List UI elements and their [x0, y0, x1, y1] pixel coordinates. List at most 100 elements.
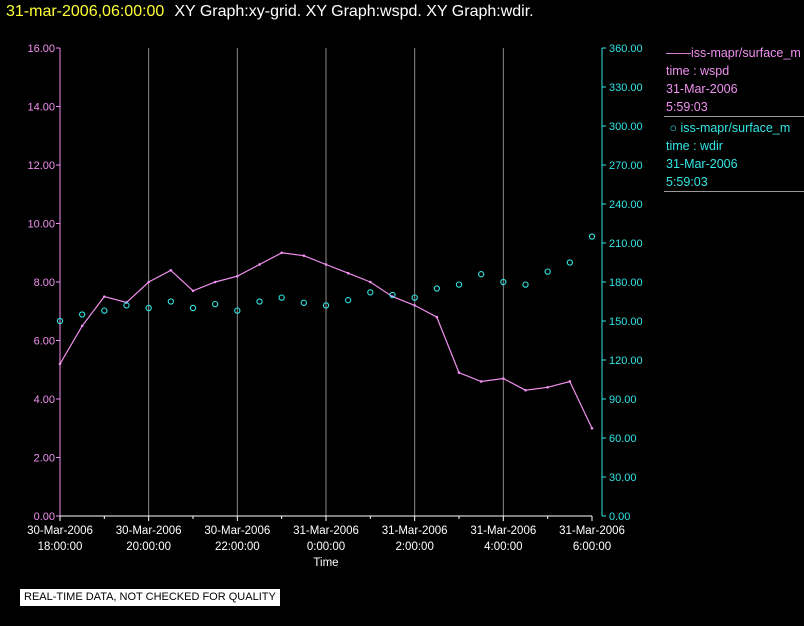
wdir-point	[522, 281, 529, 288]
x-tick-time: 0:00:00	[307, 541, 345, 553]
wspd-point	[502, 377, 505, 380]
left-tick-label: 8.00	[34, 277, 55, 289]
wdir-point	[256, 298, 263, 305]
right-tick-label: 0.00	[609, 511, 630, 523]
x-tick-time: 18:00:00	[38, 541, 83, 553]
wspd-point	[369, 280, 372, 284]
wdir-point	[123, 302, 130, 309]
wspd-point	[80, 324, 84, 328]
right-tick-label: 300.00	[609, 121, 643, 133]
legend-wspd-label-row: ——iss-mapr/surface_m	[666, 44, 804, 62]
right-tick-label: 60.00	[609, 433, 637, 445]
wdir-point	[566, 259, 573, 266]
wspd-point	[147, 280, 150, 284]
quality-disclaimer: REAL-TIME DATA, NOT CHECKED FOR QUALITY	[20, 589, 280, 606]
left-tick-label: 0.00	[34, 511, 55, 523]
legend: ——iss-mapr/surface_m time : wspd 31-Mar-…	[664, 44, 804, 194]
right-tick-label: 360.00	[609, 43, 643, 55]
wdir-point	[367, 289, 374, 296]
wspd-point	[213, 280, 217, 284]
wspd-point	[524, 388, 527, 392]
x-tick-time: 2:00:00	[395, 541, 433, 553]
left-tick-label: 6.00	[34, 336, 55, 348]
wspd-point	[413, 304, 416, 307]
legend-wdir-date: 31-Mar-2006	[666, 157, 738, 171]
wspd-point	[236, 274, 239, 278]
wspd-point	[258, 263, 261, 266]
wdir-point	[79, 311, 86, 318]
wspd-point	[346, 271, 350, 275]
right-tick-label: 270.00	[609, 160, 643, 172]
x-tick-time: 20:00:00	[126, 541, 171, 553]
legend-wdir-label-row: ○ iss-mapr/surface_m	[666, 119, 804, 137]
graph-titles: XY Graph:xy-grid. XY Graph:wspd. XY Grap…	[174, 3, 534, 20]
x-tick-time: 6:00:00	[573, 541, 611, 553]
wspd-point	[568, 380, 572, 383]
wspd-point	[191, 289, 195, 293]
graph-header: 31-mar-2006,06:00:00 XY Graph:xy-grid. XY…	[6, 2, 534, 22]
right-tick-label: 210.00	[609, 238, 643, 250]
wdir-point	[455, 281, 463, 288]
wdir-point	[56, 317, 64, 325]
wspd-point	[546, 386, 549, 389]
legend-line-marker: ——	[666, 46, 691, 60]
wdir-point	[101, 307, 108, 314]
wspd-point	[435, 315, 439, 319]
left-tick-label: 4.00	[34, 394, 55, 406]
legend-wdir-time: 5:59:03	[666, 175, 708, 189]
wspd-point	[58, 362, 62, 366]
wdir-point	[145, 304, 152, 312]
x-tick-date: 30-Mar-2006	[27, 525, 93, 537]
wdir-point	[234, 307, 241, 314]
wspd-point	[302, 254, 306, 257]
wspd-point	[169, 269, 173, 272]
wdir-point	[389, 291, 396, 299]
wdir-point	[278, 294, 285, 301]
wspd-point	[457, 371, 461, 374]
legend-wspd-var: time : wspd	[666, 64, 730, 78]
wspd-point	[280, 251, 283, 255]
legend-wspd-label: iss-mapr/surface_m	[691, 46, 801, 60]
left-tick-label: 16.00	[27, 43, 55, 55]
legend-entry-wspd: ——iss-mapr/surface_m time : wspd 31-Mar-…	[664, 44, 804, 117]
legend-wdir-label: iss-mapr/surface_m	[680, 121, 791, 135]
wdir-point	[212, 300, 219, 308]
wdir-point	[544, 268, 551, 275]
legend-entry-wdir: ○ iss-mapr/surface_m time : wdir 31-Mar-…	[664, 119, 804, 192]
x-tick-time: 22:00:00	[215, 541, 260, 553]
wdir-point	[500, 278, 507, 286]
wspd-point	[324, 263, 328, 266]
x-tick-date: 30-Mar-2006	[116, 525, 182, 537]
x-tick-time: 4:00:00	[484, 541, 522, 553]
right-tick-label: 90.00	[609, 394, 637, 406]
right-tick-label: 240.00	[609, 199, 643, 211]
x-tick-date: 31-Mar-2006	[559, 525, 625, 537]
wdir-point	[322, 302, 330, 309]
x-tick-date: 31-Mar-2006	[470, 525, 536, 537]
right-tick-label: 120.00	[609, 355, 643, 367]
right-tick-label: 330.00	[609, 82, 643, 94]
legend-wspd-date: 31-Mar-2006	[666, 82, 738, 96]
wdir-point	[189, 304, 197, 312]
left-tick-label: 12.00	[27, 160, 55, 172]
wspd-point	[479, 380, 483, 383]
wspd-point	[103, 295, 106, 298]
left-tick-label: 2.00	[34, 453, 55, 465]
wdir-point	[433, 285, 440, 292]
x-tick-date: 31-Mar-2006	[382, 525, 448, 537]
wspd-point	[590, 426, 594, 430]
x-tick-date: 30-Mar-2006	[204, 525, 270, 537]
right-tick-label: 150.00	[609, 316, 643, 328]
wdir-point	[588, 233, 596, 240]
x-axis-label: Time	[313, 557, 338, 569]
left-tick-label: 14.00	[27, 102, 55, 114]
wdir-point	[478, 271, 485, 278]
legend-wdir-var: time : wdir	[666, 139, 723, 153]
x-tick-date: 31-Mar-2006	[293, 525, 359, 537]
graph-timestamp: 31-mar-2006,06:00:00	[6, 3, 165, 20]
legend-circle-marker: ○	[666, 121, 681, 135]
wdir-point	[300, 299, 307, 306]
left-tick-label: 10.00	[27, 219, 55, 231]
right-tick-label: 30.00	[609, 472, 637, 484]
